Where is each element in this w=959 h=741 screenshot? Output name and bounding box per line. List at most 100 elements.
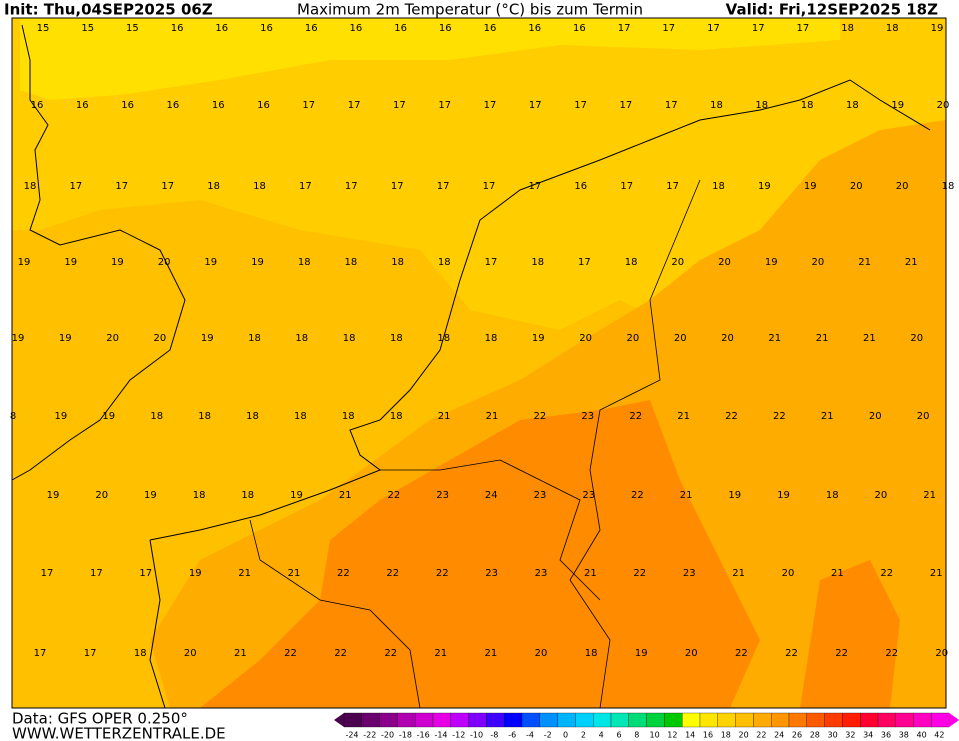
border: [569, 179, 701, 709]
temperature-label: 18: [485, 333, 498, 344]
colorbar-label: 24: [774, 731, 784, 740]
temperature-label: 18: [391, 257, 404, 268]
colorbar-swatch: [557, 712, 576, 728]
temperature-label: 16: [31, 100, 44, 111]
temperature-label: 22: [633, 568, 646, 579]
temperature-label: 22: [631, 490, 644, 501]
colorbar-label: 22: [756, 731, 766, 740]
colorbar-swatch: [521, 712, 540, 728]
colorbar-swatch: [468, 712, 487, 728]
temperature-label: 18: [246, 411, 259, 422]
temperature-label: 21: [234, 648, 247, 659]
temperature-label: 20: [95, 490, 108, 501]
temperature-label: 20: [850, 181, 863, 192]
field-hot-east: [800, 560, 900, 708]
colorbar-swatch: [539, 712, 558, 728]
temperature-label: 19: [55, 411, 68, 422]
temperature-label: 18: [390, 411, 403, 422]
temperature-label: 16: [260, 23, 273, 34]
temperature-label: 21: [863, 333, 876, 344]
temperature-label: 16: [305, 23, 318, 34]
temperature-label: 17: [345, 181, 358, 192]
temperature-label: 20: [184, 648, 197, 659]
temperature-label: 17: [578, 257, 591, 268]
temperature-label: 22: [885, 648, 898, 659]
temperature-label: 18: [710, 100, 723, 111]
temperature-label: 23: [683, 568, 696, 579]
temperature-label: 19: [931, 23, 944, 34]
temperature-label: 19: [64, 257, 77, 268]
temperature-label: 17: [115, 181, 128, 192]
temperature-label: 17: [574, 100, 587, 111]
temperature-label: 19: [18, 257, 31, 268]
field-coldest: [20, 18, 840, 100]
temperature-label: 17: [665, 100, 678, 111]
colorbar-label: 20: [739, 731, 749, 740]
temperature-label: 22: [386, 568, 399, 579]
colorbar-swatch: [860, 712, 879, 728]
colorbar-swatch: [682, 712, 701, 728]
temperature-label: 19: [777, 490, 790, 501]
colorbar-swatch: [575, 712, 594, 728]
temperature-label: 19: [728, 490, 741, 501]
colorbar-label: 26: [792, 731, 802, 740]
site: WWW.WETTERZENTRALE.DE: [12, 725, 226, 741]
temperature-label: 17: [485, 257, 498, 268]
temperature-label: 18: [248, 333, 261, 344]
temperature-label: 22: [436, 568, 449, 579]
field-hot: [200, 400, 760, 708]
temperature-label: 22: [735, 648, 748, 659]
colorbar-swatch: [806, 712, 825, 728]
temperature-label: 19: [144, 490, 157, 501]
colorbar-label: 4: [599, 731, 604, 740]
temperature-label: 17: [437, 181, 450, 192]
temperature-label: 17: [620, 181, 633, 192]
temperature-label: 17: [299, 181, 312, 192]
temperature-label: 17: [666, 181, 679, 192]
temperature-label: 20: [896, 181, 909, 192]
colorbar-label: 40: [917, 731, 927, 740]
colorbar-label: 14: [685, 731, 695, 740]
temperature-label: 21: [680, 490, 693, 501]
temperature-label: 18: [298, 257, 311, 268]
temperature-label: 19: [251, 257, 264, 268]
colorbar-swatch: [646, 712, 665, 728]
temperature-label: 16: [484, 23, 497, 34]
temperature-label: 21: [821, 411, 834, 422]
temperature-label: 17: [707, 23, 720, 34]
colorbar-swatch: [664, 712, 683, 728]
colorbar-swatch: [753, 712, 772, 728]
temperature-label: 22: [534, 411, 547, 422]
colorbar-label: 12: [667, 731, 677, 740]
temperature-label: 20: [910, 333, 923, 344]
temperature-label: 16: [350, 23, 363, 34]
temperature-label: 17: [139, 568, 152, 579]
temperature-label: 17: [618, 23, 631, 34]
temperature-label: 18: [253, 181, 266, 192]
temperature-label: 19: [201, 333, 214, 344]
colorbar-label: 42: [934, 731, 944, 740]
temperature-label: 20: [917, 411, 930, 422]
temperature-label: 18: [755, 100, 768, 111]
temperature-label: 18: [826, 490, 839, 501]
colorbar-label: -8: [490, 731, 498, 740]
temperature-label: 19: [290, 490, 303, 501]
temperature-label: 20: [869, 411, 882, 422]
colorbar-swatch: [877, 712, 896, 728]
temperature-label: 17: [391, 181, 404, 192]
data-source: Data: GFS OPER 0.250°: [12, 710, 188, 728]
colorbar-arrow: [334, 713, 344, 727]
temperature-label: 17: [529, 100, 542, 111]
border: [249, 519, 421, 709]
colorbar-label: -10: [470, 731, 483, 740]
temperature-label: 24: [485, 490, 498, 501]
temperature-label: 17: [620, 100, 633, 111]
temperature-label: 21: [288, 568, 301, 579]
colorbar-label: 6: [616, 731, 621, 740]
temperature-label: 21: [339, 490, 352, 501]
init-text: Init: Thu,04SEP2025 06Z: [4, 1, 213, 19]
colorbar-swatch: [771, 712, 790, 728]
temperature-label: 17: [41, 568, 54, 579]
